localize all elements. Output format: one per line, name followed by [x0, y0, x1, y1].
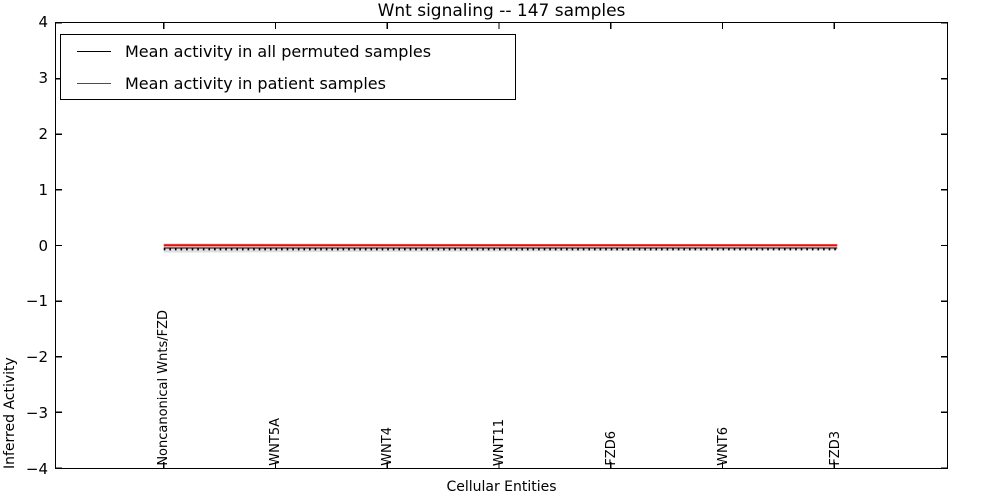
legend-line-sample-black — [77, 50, 111, 52]
plot-area: Noncanonical Wnts/FZD WNT5A WNT4 WNT11 F… — [55, 22, 948, 469]
chart-title: Wnt signaling -- 147 samples — [377, 1, 626, 21]
y-tick-label: 1 — [38, 180, 48, 199]
x-ticks-top — [163, 23, 835, 29]
y-tick-label: −2 — [25, 348, 48, 367]
y-tick-label: 4 — [38, 13, 48, 31]
legend: Mean activity in all permuted samples Me… — [60, 34, 516, 100]
x-tick-label: Noncanonical Wnts/FZD — [156, 310, 171, 466]
legend-label: Mean activity in patient samples — [125, 73, 386, 93]
x-tick-label: WNT4 — [380, 427, 395, 466]
legend-line-sample-red — [77, 82, 111, 84]
x-tick-label: WNT6 — [716, 427, 731, 466]
y-tick-label: 2 — [38, 124, 48, 143]
legend-item-patient: Mean activity in patient samples — [61, 68, 515, 99]
legend-item-permuted: Mean activity in all permuted samples — [61, 36, 515, 67]
y-ticks-left — [56, 23, 62, 468]
y-tick-label: −3 — [25, 404, 48, 423]
y-tick-label: 3 — [38, 68, 48, 87]
x-tick-label: WNT5A — [268, 418, 283, 466]
plot-canvas — [56, 23, 947, 468]
x-tick-label: FZD6 — [604, 431, 619, 466]
x-tick-label: WNT11 — [492, 418, 507, 466]
y-tick-label: −1 — [25, 292, 48, 311]
y-tick-label: −4 — [25, 460, 48, 478]
y-ticks-right — [941, 23, 947, 468]
x-tick-label: FZD3 — [828, 431, 843, 466]
x-ticks-bottom — [163, 462, 835, 468]
legend-label: Mean activity in all permuted samples — [125, 41, 432, 61]
axis-ticks — [56, 23, 947, 468]
y-tick-label: 0 — [38, 236, 48, 255]
x-axis-label: Cellular Entities — [446, 479, 557, 495]
